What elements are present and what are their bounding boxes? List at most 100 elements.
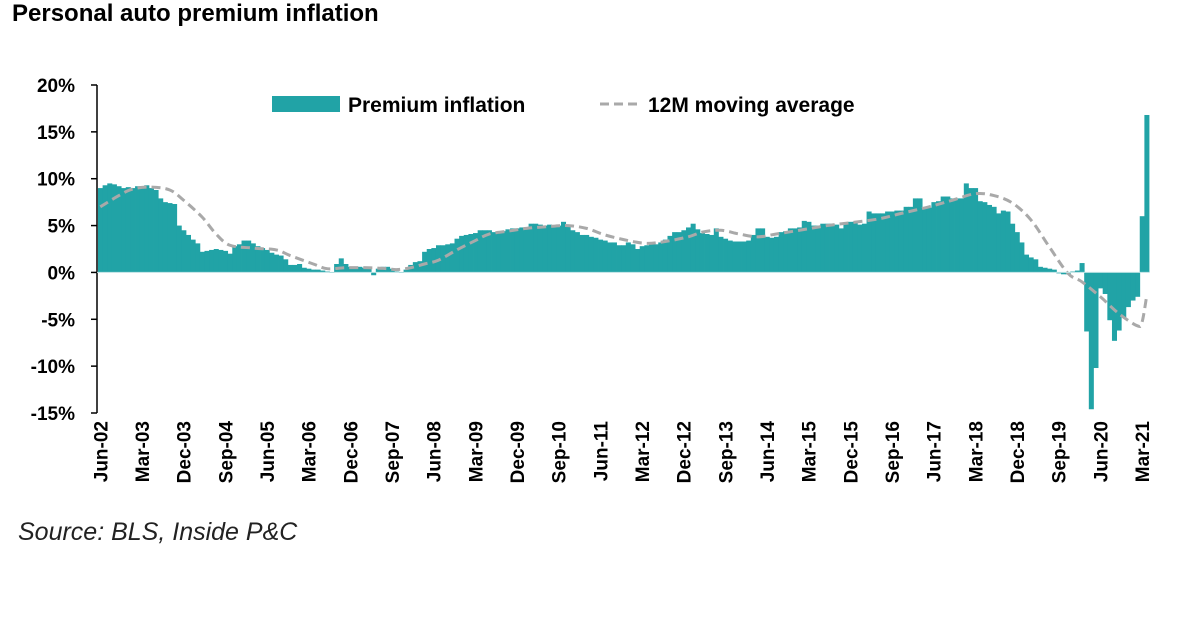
bar	[616, 245, 622, 273]
bar	[732, 241, 738, 273]
bar	[139, 186, 145, 273]
bar	[713, 228, 719, 273]
bar	[167, 203, 173, 273]
bar	[523, 227, 529, 273]
bar	[570, 230, 576, 273]
bar	[857, 224, 863, 273]
bar	[426, 249, 432, 273]
bar	[297, 263, 303, 273]
bar	[787, 228, 793, 273]
bar	[542, 225, 548, 273]
legend-label-moving-average: 12M moving average	[648, 94, 855, 117]
bar	[644, 245, 650, 273]
x-tick-label: Jun-20	[1091, 421, 1112, 482]
bar	[1079, 263, 1085, 273]
bar	[1005, 211, 1011, 273]
bar	[1074, 270, 1080, 273]
bar	[209, 249, 215, 273]
bar	[338, 258, 344, 273]
bar	[704, 234, 710, 273]
x-tick-label: Mar-03	[133, 421, 154, 482]
bar	[204, 250, 210, 273]
bar	[477, 230, 483, 273]
bar	[824, 223, 830, 273]
bar	[801, 220, 807, 273]
bar	[653, 244, 659, 273]
bar	[454, 238, 460, 273]
bar	[264, 249, 270, 273]
x-tick-label: Mar-09	[466, 421, 487, 482]
bar	[1098, 272, 1104, 289]
x-tick-label: Mar-06	[300, 421, 321, 482]
bar	[260, 248, 266, 273]
bar	[1019, 242, 1025, 273]
bar	[1047, 268, 1053, 273]
bar	[1042, 267, 1048, 273]
x-tick-label: Mar-18	[966, 421, 987, 482]
bar	[820, 223, 826, 273]
bar	[283, 259, 289, 273]
bar	[1135, 272, 1141, 297]
bar	[547, 224, 553, 273]
bar	[736, 241, 742, 273]
bar	[986, 204, 992, 273]
bar	[991, 206, 997, 273]
bar	[1107, 272, 1113, 321]
bar	[648, 244, 654, 273]
bar	[301, 267, 307, 273]
x-tick-label: Dec-12	[675, 421, 696, 483]
bar	[227, 253, 233, 273]
bar	[1111, 272, 1117, 341]
bar	[889, 211, 895, 273]
bar	[315, 269, 321, 273]
bar	[528, 223, 534, 273]
x-tick-label: Sep-10	[550, 421, 571, 483]
bar	[848, 221, 854, 273]
bar	[718, 236, 724, 273]
bar	[1144, 114, 1150, 273]
bar	[403, 269, 409, 273]
bar	[1093, 272, 1099, 369]
bar	[843, 222, 849, 273]
bar	[185, 234, 191, 273]
bar	[672, 232, 678, 273]
bar	[630, 244, 636, 273]
bar	[320, 270, 326, 273]
bar	[852, 221, 858, 273]
bar	[199, 251, 205, 273]
bar	[829, 223, 835, 273]
bar	[861, 223, 867, 273]
chart-title: Personal auto premium inflation	[12, 0, 379, 27]
bar	[107, 183, 113, 273]
x-tick-label: Sep-04	[216, 421, 237, 484]
bar	[1037, 266, 1043, 273]
bar	[125, 187, 131, 273]
y-tick-label: 5%	[48, 217, 76, 238]
bar	[838, 228, 844, 273]
bar	[505, 229, 511, 273]
bar	[232, 246, 238, 273]
bar	[574, 232, 580, 273]
bar	[343, 263, 349, 273]
bar	[1028, 257, 1034, 273]
source-note: Source: BLS, Inside P&C	[18, 518, 298, 546]
bar	[625, 242, 631, 273]
bar	[468, 234, 474, 273]
bar	[361, 267, 367, 273]
bar	[977, 201, 983, 273]
bar	[658, 242, 664, 273]
bar	[519, 227, 525, 273]
bar	[431, 248, 437, 273]
bar	[1139, 216, 1145, 273]
bar	[144, 185, 150, 273]
bar	[537, 224, 543, 273]
bar	[533, 223, 539, 273]
bar	[213, 249, 219, 273]
legend-swatch-premium-inflation	[272, 96, 340, 112]
bar	[695, 229, 701, 273]
bar	[269, 252, 275, 273]
y-axis: 20% 15% 10% 5% 0% -5% -10% -15%	[31, 76, 1150, 425]
y-tick-label: -10%	[31, 357, 75, 378]
bar	[306, 268, 312, 273]
bar	[1051, 269, 1057, 273]
